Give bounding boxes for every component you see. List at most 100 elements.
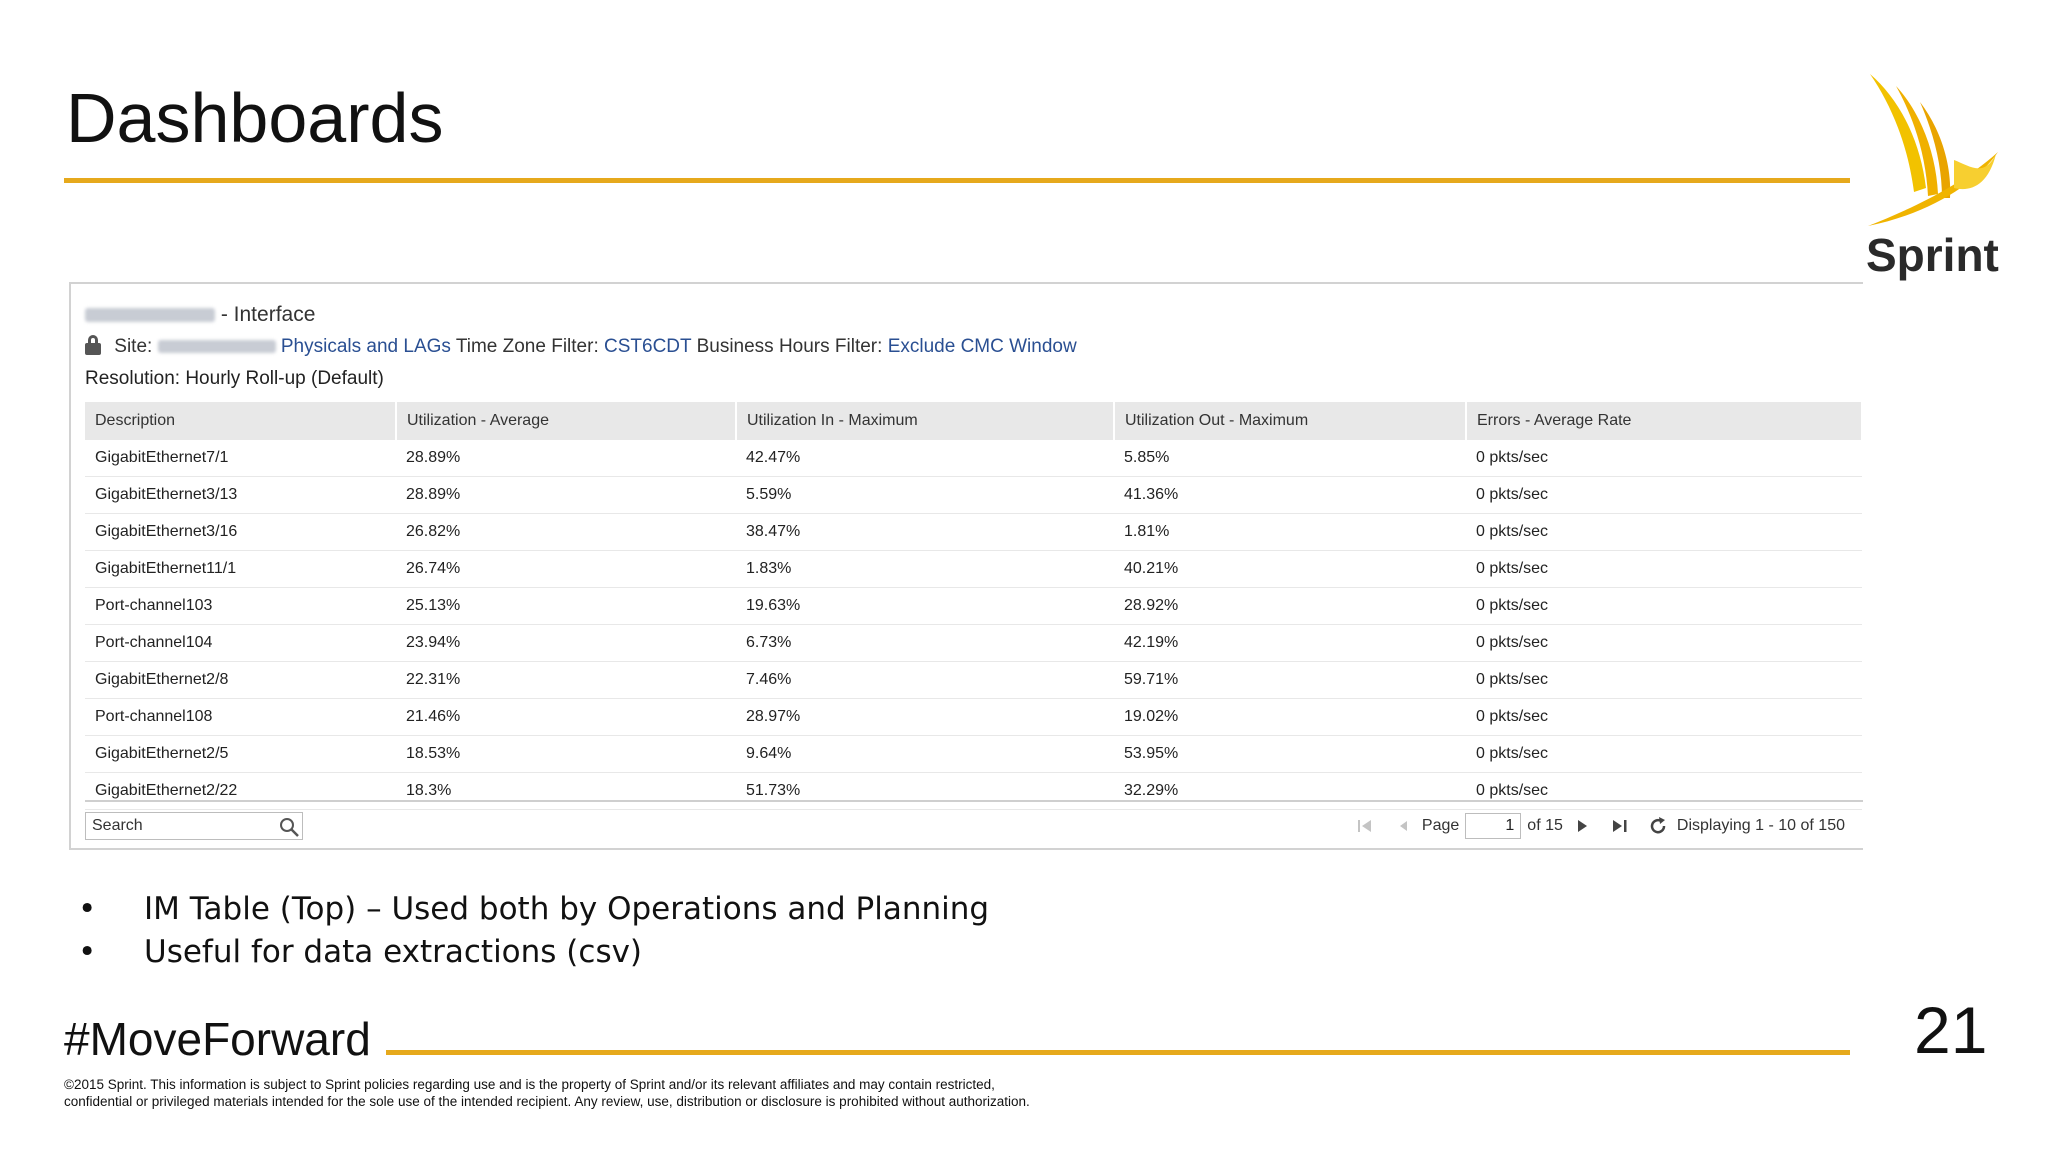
cell-utilization-average: 28.89% [396, 440, 736, 477]
table-header-row: Description Utilization - Average Utiliz… [85, 402, 1863, 440]
cell-errors-average: 0 pkts/sec [1466, 476, 1862, 514]
next-page-icon[interactable] [1571, 815, 1593, 837]
cell-description: GigabitEthernet2/22 [85, 772, 396, 810]
table-row[interactable]: Port-channel103 25.13% 19.63% 28.92% 0 p… [85, 587, 1862, 625]
search-input[interactable] [86, 813, 278, 839]
business-hours-label: Business Hours Filter: [696, 336, 883, 357]
cell-utilization-in-max: 7.46% [736, 661, 1114, 699]
table-row[interactable]: GigabitEthernet7/1 28.89% 42.47% 5.85% 0… [85, 440, 1862, 477]
lock-icon [85, 334, 101, 355]
sprint-logo-icon [1868, 74, 1998, 226]
column-header-utilization-out-max[interactable]: Utilization Out - Maximum [1114, 402, 1467, 440]
cell-description: GigabitEthernet2/8 [85, 661, 396, 699]
cell-utilization-average: 26.74% [396, 550, 736, 588]
cell-utilization-out-max: 19.02% [1114, 698, 1466, 736]
cell-description: GigabitEthernet3/13 [85, 476, 396, 514]
cell-errors-average: 0 pkts/sec [1466, 772, 1862, 810]
legal-disclaimer: ©2015 Sprint. This information is subjec… [64, 1076, 1164, 1110]
cell-errors-average: 0 pkts/sec [1466, 440, 1862, 477]
cell-utilization-average: 28.89% [396, 476, 736, 514]
page-number-input[interactable] [1465, 813, 1522, 839]
hashtag-footer: #MoveForward [64, 1013, 371, 1065]
cell-utilization-in-max: 28.97% [736, 698, 1114, 736]
cell-utilization-average: 25.13% [396, 587, 736, 625]
cell-utilization-out-max: 40.21% [1114, 550, 1466, 588]
site-label: Site: [114, 336, 153, 357]
column-header-utilization-average[interactable]: Utilization - Average [396, 402, 737, 440]
table-toolbar: Page of 15 Displaying 1 - 10 of 150 [85, 800, 1863, 848]
timezone-filter-link[interactable]: CST6CDT [604, 336, 692, 357]
table-row[interactable]: GigabitEthernet11/1 26.74% 1.83% 40.21% … [85, 550, 1862, 588]
logo-wordmark: Sprint [1866, 229, 1999, 281]
cell-description: GigabitEthernet11/1 [85, 550, 396, 588]
cell-utilization-in-max: 9.64% [736, 735, 1114, 773]
report-title-suffix: - Interface [220, 303, 316, 326]
resolution-label: Resolution: Hourly Roll-up (Default) [85, 368, 384, 389]
filter-bar: Site: Physicals and LAGs Time Zone Filte… [85, 330, 1077, 364]
slide-title: Dashboards [66, 79, 444, 157]
cell-utilization-out-max: 32.29% [1114, 772, 1466, 810]
column-header-description[interactable]: Description [85, 402, 397, 440]
refresh-icon[interactable] [1647, 815, 1669, 837]
site-filter-link[interactable]: Physicals and LAGs [280, 336, 451, 357]
cell-description: GigabitEthernet2/5 [85, 735, 396, 773]
pagination: Page of 15 Displaying 1 - 10 of 150 [1346, 812, 1845, 840]
cell-description: GigabitEthernet7/1 [85, 440, 396, 477]
cell-description: Port-channel103 [85, 587, 396, 625]
cell-utilization-in-max: 5.59% [736, 476, 1114, 514]
legal-line: ©2015 Sprint. This information is subjec… [64, 1077, 995, 1092]
table-row[interactable]: GigabitEthernet2/5 18.53% 9.64% 53.95% 0… [85, 735, 1862, 773]
cell-utilization-average: 22.31% [396, 661, 736, 699]
cell-description: Port-channel108 [85, 698, 396, 736]
interface-table: Description Utilization - Average Utiliz… [85, 402, 1863, 810]
cell-utilization-average: 18.53% [396, 735, 736, 773]
bullet-icon: • [78, 891, 97, 927]
search-icon[interactable] [278, 816, 300, 838]
table-row[interactable]: GigabitEthernet2/8 22.31% 7.46% 59.71% 0… [85, 661, 1862, 699]
cell-description: GigabitEthernet3/16 [85, 513, 396, 551]
business-hours-filter-link[interactable]: Exclude CMC Window [887, 336, 1077, 357]
cell-utilization-in-max: 42.47% [736, 440, 1114, 477]
cell-utilization-out-max: 1.81% [1114, 513, 1466, 551]
last-page-icon[interactable] [1609, 815, 1631, 837]
cell-utilization-average: 26.82% [396, 513, 736, 551]
previous-page-icon[interactable] [1392, 815, 1414, 837]
cell-utilization-out-max: 28.92% [1114, 587, 1466, 625]
cell-utilization-in-max: 51.73% [736, 772, 1114, 810]
redacted-name [85, 308, 215, 323]
column-header-utilization-in-max[interactable]: Utilization In - Maximum [736, 402, 1115, 440]
bullet-text: IM Table (Top) – Used both by Operations… [144, 891, 990, 927]
report-title: - Interface [85, 300, 1077, 330]
list-item: • Useful for data extractions (csv) [78, 931, 989, 974]
column-header-errors-average[interactable]: Errors - Average Rate [1466, 402, 1863, 440]
title-divider [64, 178, 1850, 183]
table-row[interactable]: GigabitEthernet3/13 28.89% 5.59% 41.36% … [85, 476, 1862, 514]
cell-utilization-out-max: 59.71% [1114, 661, 1466, 699]
cell-description: Port-channel104 [85, 624, 396, 662]
table-row[interactable]: Port-channel108 21.46% 28.97% 19.02% 0 p… [85, 698, 1862, 736]
cell-errors-average: 0 pkts/sec [1466, 698, 1862, 736]
cell-utilization-average: 23.94% [396, 624, 736, 662]
cell-errors-average: 0 pkts/sec [1466, 624, 1862, 662]
cell-utilization-in-max: 38.47% [736, 513, 1114, 551]
cell-utilization-in-max: 1.83% [736, 550, 1114, 588]
table-row[interactable]: Port-channel104 23.94% 6.73% 42.19% 0 pk… [85, 624, 1862, 662]
first-page-icon[interactable] [1354, 815, 1376, 837]
cell-errors-average: 0 pkts/sec [1466, 661, 1862, 699]
page-number: 21 [1914, 993, 1988, 1067]
cell-utilization-in-max: 19.63% [736, 587, 1114, 625]
bullet-text: Useful for data extractions (csv) [144, 934, 643, 970]
page-label: Page [1421, 817, 1460, 834]
cell-utilization-out-max: 41.36% [1114, 476, 1466, 514]
cell-utilization-average: 18.3% [396, 772, 736, 810]
redacted-site [157, 340, 276, 354]
legal-line: confidential or privileged materials int… [64, 1094, 1030, 1109]
cell-errors-average: 0 pkts/sec [1466, 735, 1862, 773]
cell-utilization-in-max: 6.73% [736, 624, 1114, 662]
interface-report-panel: - Interface Site: Physicals and LAGs Tim… [69, 282, 1863, 850]
cell-errors-average: 0 pkts/sec [1466, 587, 1862, 625]
display-count-label: Displaying 1 - 10 of 150 [1676, 817, 1845, 834]
table-row[interactable]: GigabitEthernet3/16 26.82% 38.47% 1.81% … [85, 513, 1862, 551]
table-row[interactable]: GigabitEthernet2/22 18.3% 51.73% 32.29% … [85, 772, 1862, 810]
page-count-label: of 15 [1527, 817, 1563, 834]
